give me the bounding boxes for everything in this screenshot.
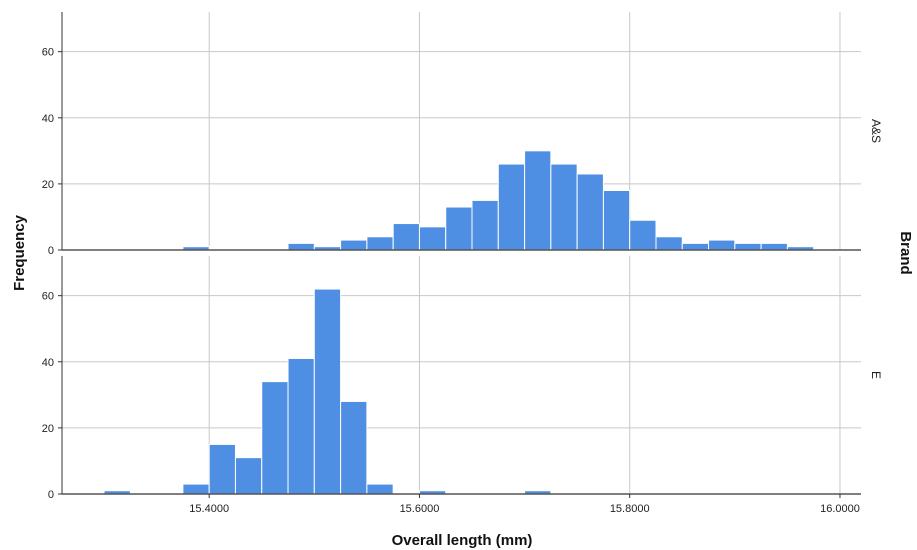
y-tick-label: 0 xyxy=(48,245,54,257)
labels-layer: 0 20 40 60 A&S 0 20 40 60 E 15.4000 15.6000 15.8000 1… xyxy=(42,47,883,515)
histogram-bar xyxy=(497,163,526,251)
y-tick-label: 40 xyxy=(42,113,54,125)
histogram-bar xyxy=(418,226,447,251)
bars-layer xyxy=(103,150,815,495)
y-tick-label: 60 xyxy=(42,47,54,59)
histogram-bar xyxy=(340,239,368,251)
histogram-bar xyxy=(340,400,368,495)
histogram-bar xyxy=(392,223,420,251)
histogram-bar xyxy=(681,242,710,251)
axes-layer xyxy=(58,12,861,498)
histogram-bar xyxy=(471,199,499,251)
histogram-bar xyxy=(287,357,315,495)
x-axis-title: Overall length (mm) xyxy=(392,532,533,549)
histogram-bar xyxy=(182,483,210,495)
histogram-bar xyxy=(760,242,788,251)
histogram-bar xyxy=(550,163,578,251)
histogram-bar xyxy=(629,219,657,251)
y-tick-label: 40 xyxy=(42,357,54,369)
histogram-bar xyxy=(208,443,236,495)
histogram-bar xyxy=(445,206,473,251)
grid-layer xyxy=(62,12,861,494)
x-tick-label: 16.0000 xyxy=(820,503,860,515)
histogram-bar xyxy=(576,173,604,251)
panel-group-title: Brand xyxy=(897,231,914,274)
x-tick-label: 15.6000 xyxy=(400,503,440,515)
y-tick-label: 20 xyxy=(42,423,54,435)
x-tick-label: 15.8000 xyxy=(610,503,650,515)
histogram-bar xyxy=(734,242,762,251)
y-axis-title: Frequency xyxy=(11,214,28,291)
histogram-bar xyxy=(655,236,683,251)
y-tick-label: 0 xyxy=(48,489,54,501)
histogram-bar xyxy=(234,457,263,495)
histogram-bar xyxy=(313,288,342,495)
histogram-bar xyxy=(366,483,394,495)
histogram-bar xyxy=(366,236,394,251)
panel-label: E xyxy=(869,371,883,379)
histogram-bar xyxy=(261,381,289,495)
x-tick-label: 15.4000 xyxy=(189,503,229,515)
panel-label: A&S xyxy=(869,119,883,143)
histogram-bar xyxy=(524,150,552,251)
histogram-bar xyxy=(602,190,631,251)
histogram-bar xyxy=(287,242,315,251)
y-tick-label: 20 xyxy=(42,179,54,191)
histogram-bar xyxy=(708,239,736,251)
y-tick-label: 60 xyxy=(42,291,54,303)
